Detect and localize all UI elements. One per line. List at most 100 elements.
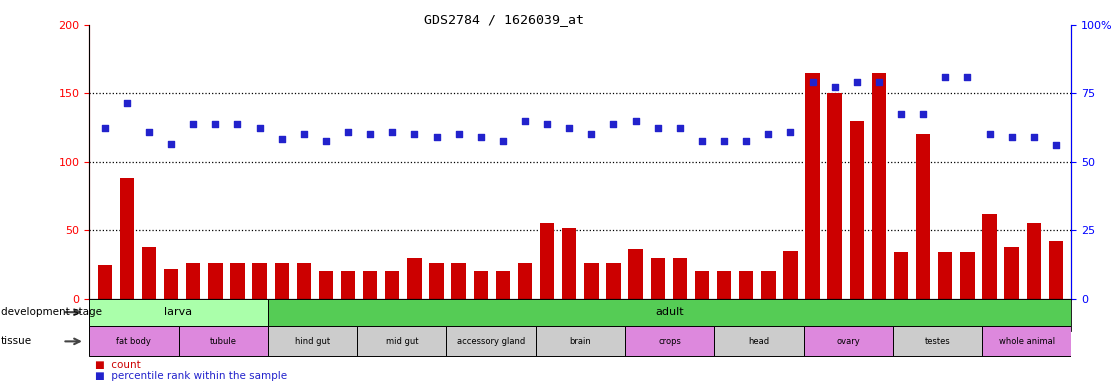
Point — [295, 131, 312, 137]
Bar — [473, 271, 488, 299]
Bar — [230, 263, 244, 299]
Bar — [625, 326, 714, 356]
Bar — [89, 326, 179, 356]
Bar — [849, 121, 864, 299]
Point — [892, 111, 910, 117]
Point — [96, 124, 114, 131]
Point — [870, 79, 888, 86]
Point — [1002, 134, 1020, 140]
Bar — [385, 271, 400, 299]
Point — [693, 138, 711, 144]
Point — [538, 121, 556, 127]
Point — [384, 129, 402, 135]
Bar — [452, 263, 465, 299]
Point — [914, 111, 932, 117]
Point — [472, 134, 490, 140]
Point — [759, 131, 777, 137]
Point — [362, 131, 379, 137]
Text: GDS2784 / 1626039_at: GDS2784 / 1626039_at — [424, 13, 584, 26]
Text: adult: adult — [655, 307, 684, 317]
Bar — [186, 263, 201, 299]
Bar — [89, 299, 1071, 384]
Text: crops: crops — [658, 337, 681, 346]
Bar — [562, 228, 577, 299]
Point — [781, 129, 799, 135]
Text: accessory gland: accessory gland — [456, 337, 526, 346]
Bar — [739, 271, 753, 299]
Bar — [119, 178, 134, 299]
Bar — [893, 326, 982, 356]
Bar — [695, 271, 709, 299]
Point — [715, 138, 733, 144]
Text: mid gut: mid gut — [385, 337, 418, 346]
Point — [427, 134, 445, 140]
Point — [627, 118, 645, 124]
Point — [671, 124, 689, 131]
Bar — [651, 258, 665, 299]
Point — [494, 138, 512, 144]
Point — [272, 136, 290, 142]
Text: whole animal: whole animal — [999, 337, 1055, 346]
Bar — [673, 258, 687, 299]
Bar — [783, 251, 798, 299]
Point — [450, 131, 468, 137]
Point — [804, 79, 821, 86]
Point — [936, 74, 954, 80]
Bar — [1027, 223, 1041, 299]
Bar — [982, 326, 1071, 356]
Bar — [606, 263, 620, 299]
Point — [738, 138, 756, 144]
Bar — [827, 93, 841, 299]
Point — [826, 83, 844, 89]
Point — [981, 131, 999, 137]
Point — [1024, 134, 1042, 140]
Point — [1047, 142, 1065, 149]
Point — [251, 124, 269, 131]
Point — [583, 131, 600, 137]
Bar — [407, 258, 422, 299]
Text: ■  count: ■ count — [95, 360, 141, 370]
Text: ■  percentile rank within the sample: ■ percentile rank within the sample — [95, 371, 287, 381]
Bar — [716, 271, 731, 299]
Bar — [536, 326, 625, 356]
Text: larva: larva — [164, 307, 193, 317]
Bar — [268, 326, 357, 356]
Bar — [939, 252, 952, 299]
Point — [162, 141, 180, 147]
Bar — [540, 223, 555, 299]
Bar — [142, 247, 156, 299]
Bar — [584, 263, 598, 299]
Point — [118, 100, 136, 106]
Text: fat body: fat body — [116, 337, 152, 346]
Bar — [916, 134, 931, 299]
Text: hind gut: hind gut — [295, 337, 330, 346]
Bar — [714, 326, 804, 356]
Bar — [363, 271, 377, 299]
Point — [317, 138, 335, 144]
Bar — [357, 326, 446, 356]
Bar — [179, 326, 268, 356]
Bar — [804, 326, 893, 356]
Bar — [1004, 247, 1019, 299]
Text: tissue: tissue — [1, 336, 32, 346]
Point — [339, 129, 357, 135]
Bar — [1049, 241, 1064, 299]
Point — [959, 74, 976, 80]
Bar — [806, 73, 820, 299]
Bar — [297, 263, 311, 299]
Point — [560, 124, 578, 131]
Bar — [872, 73, 886, 299]
Point — [648, 124, 666, 131]
Bar — [340, 271, 355, 299]
Bar — [319, 271, 334, 299]
Point — [141, 129, 158, 135]
Bar — [894, 252, 908, 299]
Bar — [275, 263, 289, 299]
Bar — [430, 263, 444, 299]
Point — [405, 131, 423, 137]
Bar — [518, 263, 532, 299]
Text: testes: testes — [924, 337, 951, 346]
Point — [516, 118, 533, 124]
Text: development stage: development stage — [1, 307, 103, 317]
Point — [848, 79, 866, 86]
